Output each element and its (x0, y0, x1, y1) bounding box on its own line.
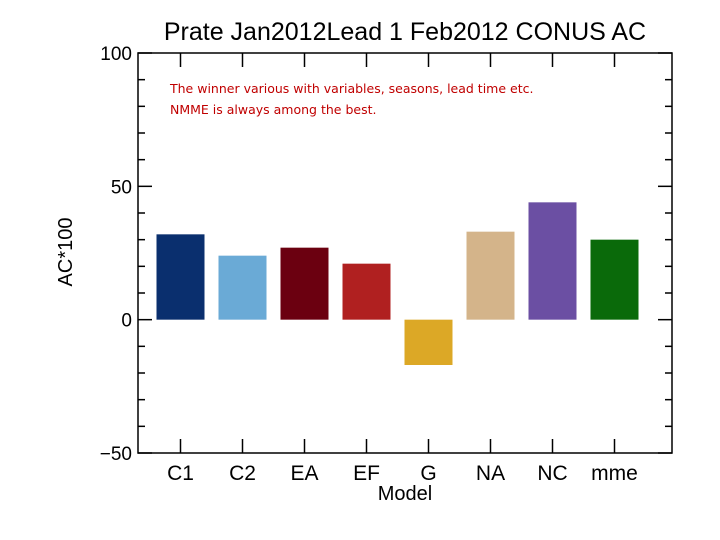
y-tick-label: 50 (111, 177, 132, 198)
y-tick-label: 0 (121, 311, 132, 332)
x-tick-label: NC (537, 462, 567, 485)
axis-ticks (138, 52, 672, 454)
bar-mme (590, 239, 639, 320)
x-tick-label: G (420, 462, 436, 485)
bars (156, 202, 639, 365)
x-axis-title: Model (378, 483, 432, 505)
chart-title: Prate Jan2012Lead 1 Feb2012 CONUS AC (164, 18, 646, 46)
bar-c2 (218, 255, 267, 320)
x-tick-label: C2 (229, 462, 256, 485)
bar-g (404, 319, 453, 365)
plot-frame (137, 52, 673, 454)
x-tick-label: EA (290, 462, 318, 485)
x-tick-label: C1 (167, 462, 194, 485)
bar-ea (280, 247, 329, 320)
y-tick-label: 100 (100, 44, 132, 65)
y-tick-label: −50 (100, 444, 132, 465)
bar-c1 (156, 234, 205, 320)
bar-na (466, 231, 515, 320)
x-tick-label: mme (591, 462, 638, 485)
x-tick-label: NA (476, 462, 505, 485)
y-tick-labels: −50 0 50 100 (100, 44, 132, 465)
annotation-text: The winner various with variables, seaso… (170, 81, 534, 117)
x-tick-label: EF (353, 462, 380, 485)
bar-ef (342, 263, 391, 320)
y-axis-title: AC*100 (55, 218, 77, 287)
bar-nc (528, 202, 577, 320)
x-tick-labels: C1 C2 EA EF G NA NC mme (167, 462, 638, 485)
